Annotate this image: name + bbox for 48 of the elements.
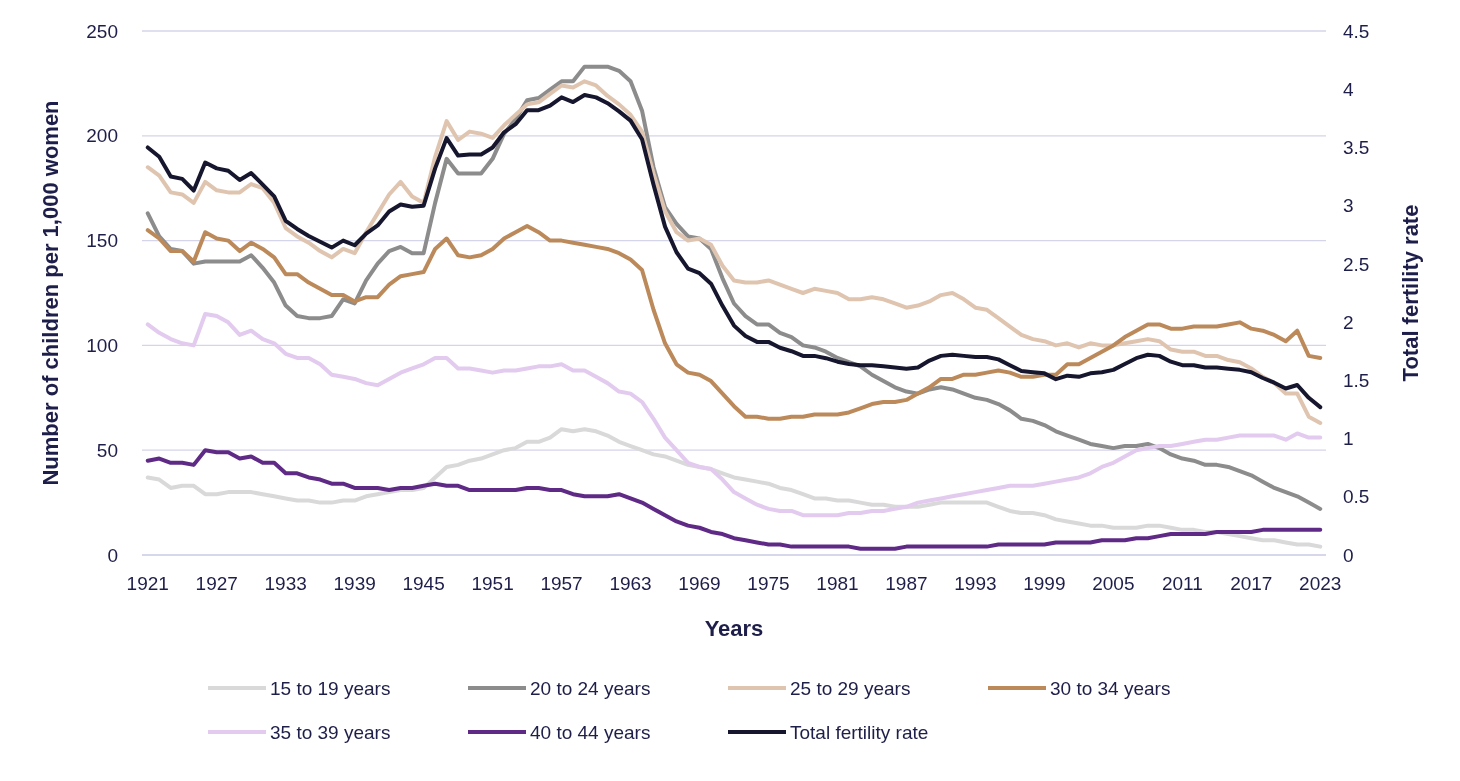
x-tick-label: 1975 — [747, 573, 790, 594]
x-tick-label: 1993 — [954, 573, 997, 594]
legend-label: 25 to 29 years — [790, 677, 911, 699]
line-series — [145, 311, 1323, 518]
x-tick-label: 1921 — [126, 573, 169, 594]
y2-tick-label: 3 — [1343, 195, 1354, 217]
y2-tick-label: 2 — [1343, 311, 1354, 333]
y2-tick-label: 3.5 — [1343, 137, 1370, 159]
y-tick-label: 0 — [107, 544, 118, 566]
y2-tick-label: 1.5 — [1343, 369, 1370, 391]
x-tick-label: 2005 — [1092, 573, 1135, 594]
y2-tick-label: 4 — [1343, 78, 1354, 100]
x-tick-label: 1951 — [471, 573, 514, 594]
y2-tick-label: 0 — [1343, 544, 1354, 566]
y-axis-title: Number of children per 1,000 women — [38, 100, 63, 486]
x-tick-label: 1963 — [609, 573, 652, 594]
x-tick-label: 1957 — [540, 573, 583, 594]
x-tick-label: 1987 — [885, 573, 928, 594]
legend-label: 15 to 19 years — [270, 677, 391, 699]
x-tick-label: 1939 — [333, 573, 376, 594]
y-tick-label: 100 — [86, 335, 118, 357]
legend-label: 35 to 39 years — [270, 721, 391, 743]
line-series — [145, 223, 1323, 421]
x-tick-label: 1945 — [402, 573, 445, 594]
x-tick-label: 1969 — [678, 573, 721, 594]
line-series — [145, 427, 1323, 549]
x-tick-label: 2011 — [1161, 573, 1203, 594]
x-axis-title: Years — [704, 616, 764, 641]
x-tick-label: 1933 — [264, 573, 307, 594]
legend-label: 40 to 44 years — [530, 721, 651, 743]
y2-tick-label: 0.5 — [1343, 486, 1370, 508]
y2-axis-title: Total fertility rate — [1398, 204, 1423, 382]
x-tick-label: 2023 — [1299, 573, 1342, 594]
y-tick-label: 200 — [86, 125, 118, 147]
y2-tick-label: 1 — [1343, 428, 1354, 450]
y2-tick-label: 4.5 — [1343, 20, 1370, 42]
x-tick-label: 2017 — [1230, 573, 1273, 594]
y-tick-label: 50 — [96, 439, 118, 461]
legend-label: Total fertility rate — [790, 721, 929, 743]
legend-label: 30 to 34 years — [1050, 677, 1171, 699]
legend-label: 20 to 24 years — [530, 677, 651, 699]
x-tick-label: 1999 — [1023, 573, 1066, 594]
x-tick-label: 1927 — [195, 573, 238, 594]
y2-tick-label: 2.5 — [1343, 253, 1370, 275]
y-tick-label: 250 — [86, 20, 118, 42]
x-tick-label: 1981 — [816, 573, 859, 594]
y-tick-label: 150 — [86, 230, 118, 252]
line-series — [145, 448, 1323, 551]
